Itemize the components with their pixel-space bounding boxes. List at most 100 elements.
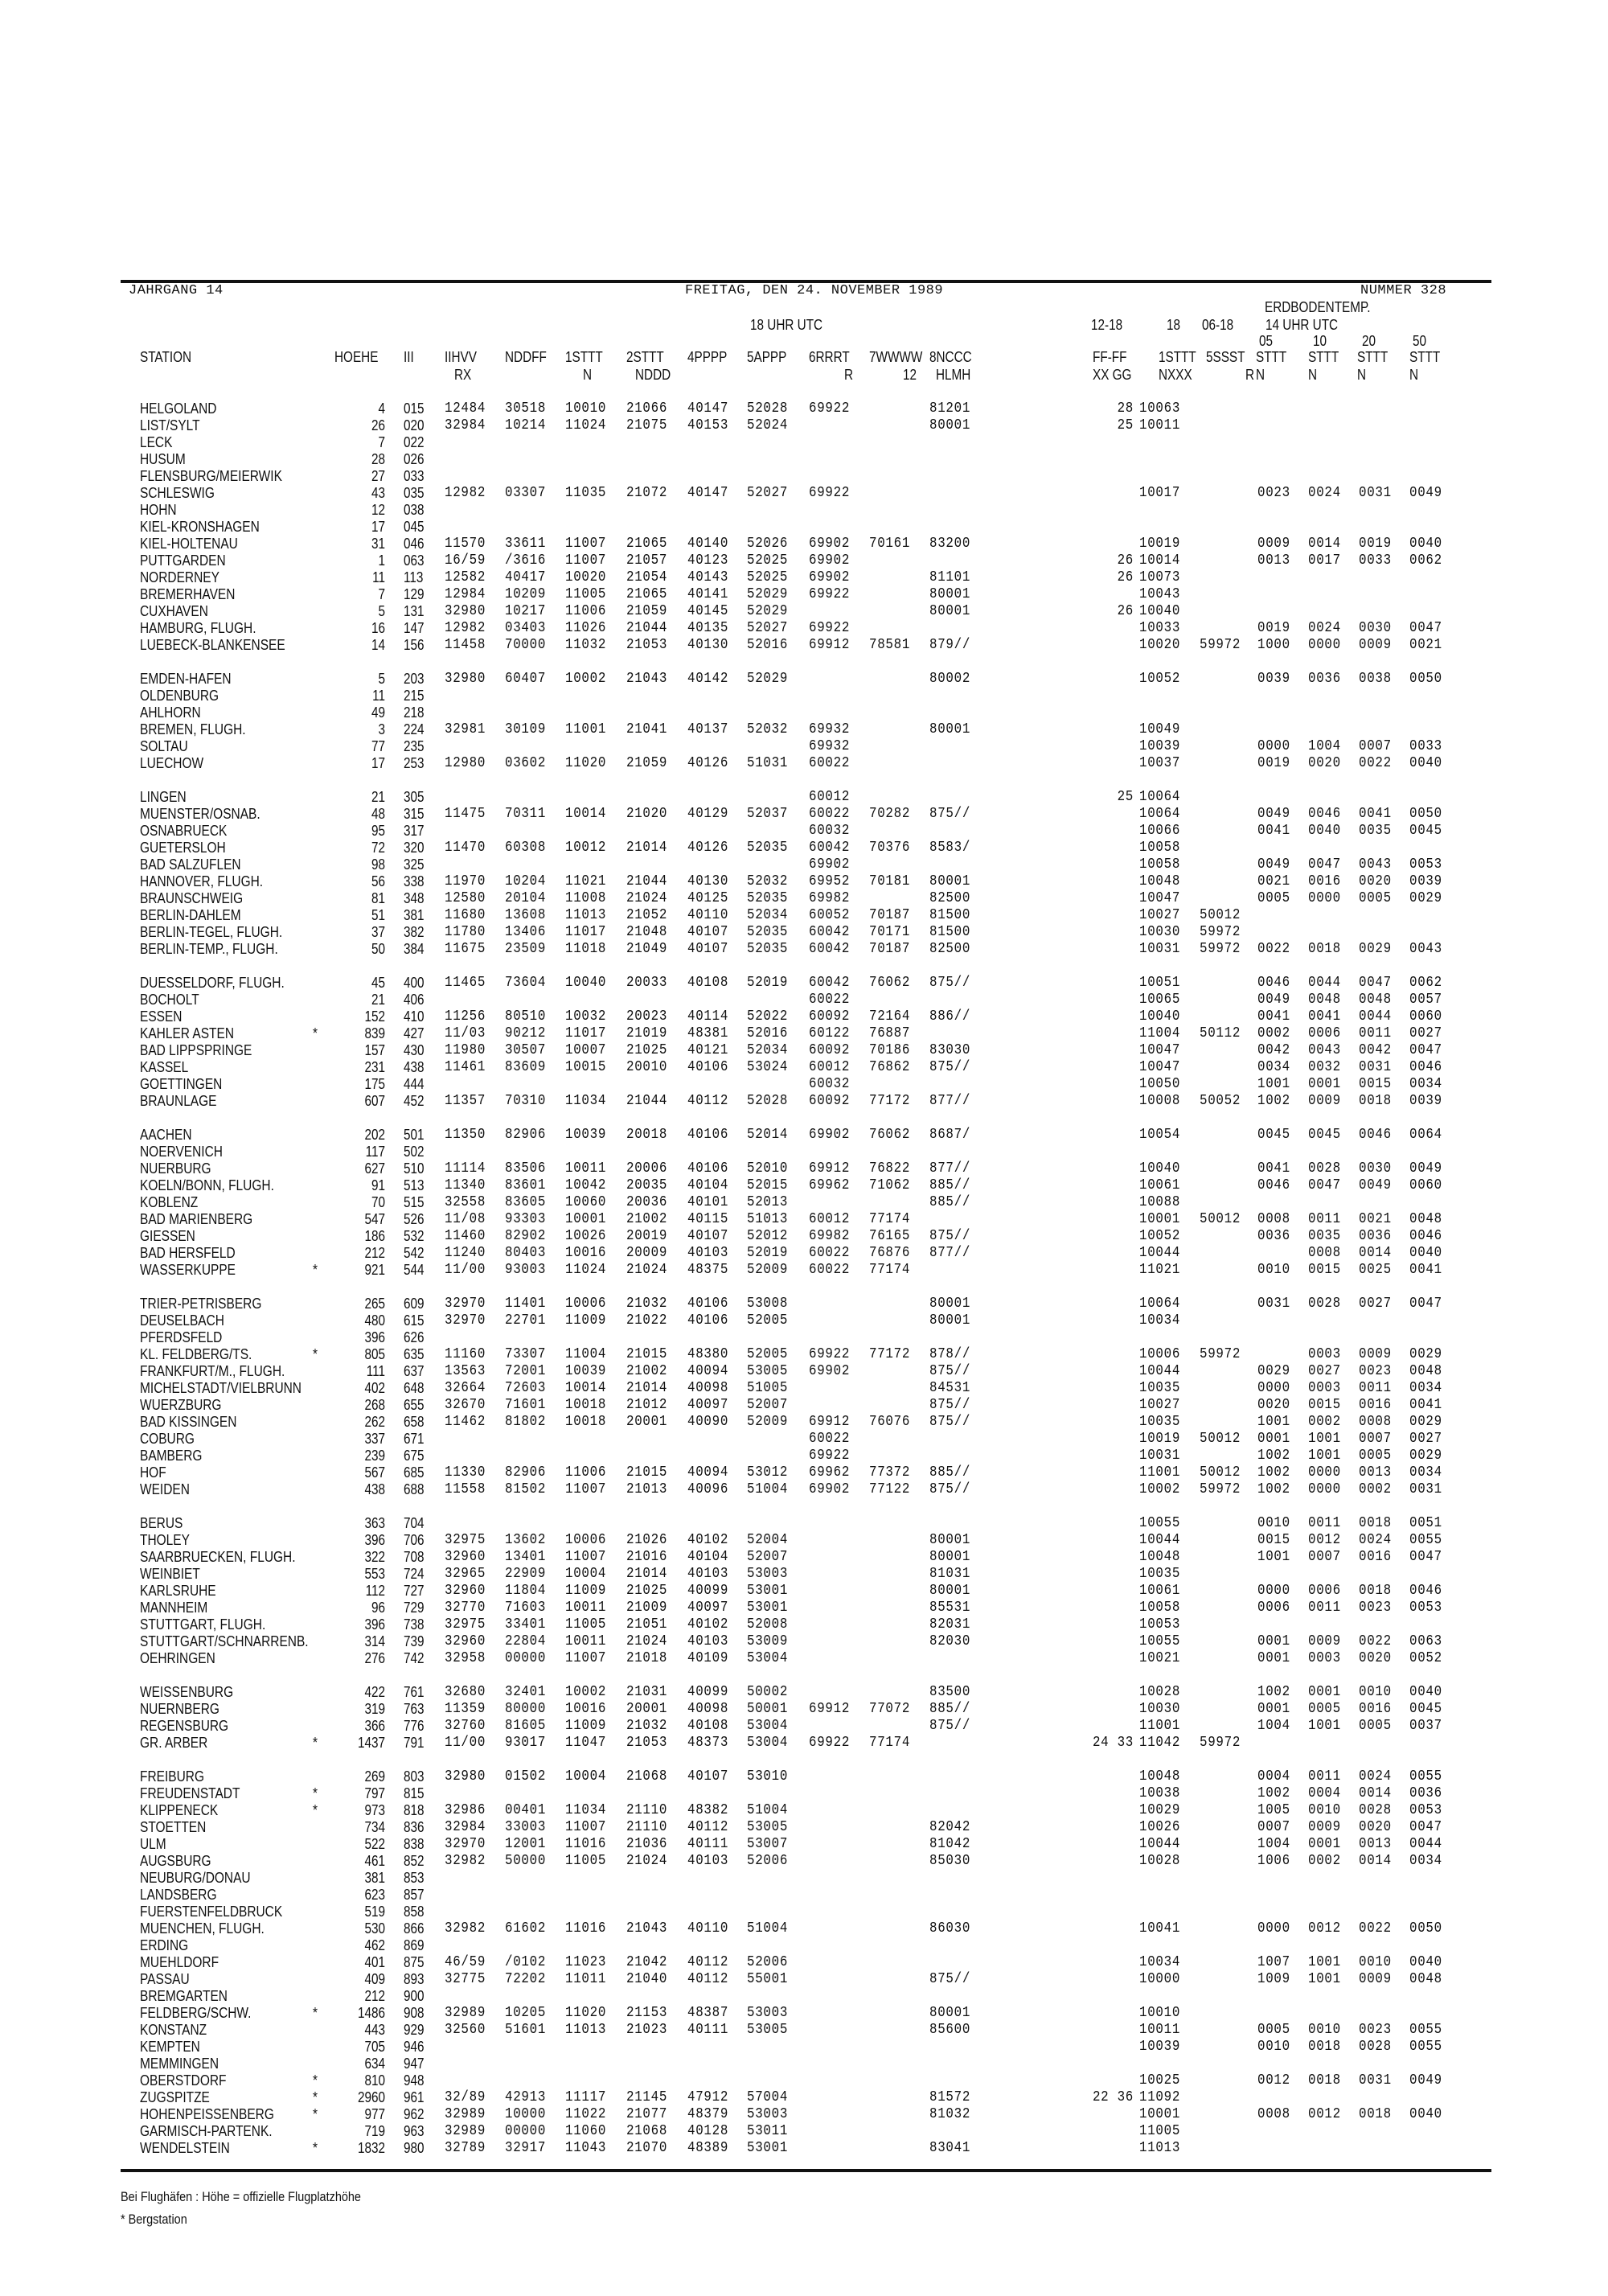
soil-temperature: 0034: [1409, 1853, 1442, 1869]
synop-group: 21019: [626, 1025, 668, 1041]
synop-group: 80001: [929, 1532, 971, 1548]
synop-group: 21053: [626, 1735, 668, 1751]
station-index: 648: [404, 1380, 425, 1396]
max-wind-gust: [1083, 637, 1134, 654]
station-height: 21: [371, 992, 385, 1008]
max-wind-gust: [1083, 536, 1134, 552]
synop-group: 21059: [626, 755, 668, 771]
column-header: NDDFF: [505, 349, 547, 365]
synop-group: 11570: [445, 536, 486, 552]
synop-group: 83041: [929, 2140, 971, 2156]
station-row: ESSEN 152 410 11256 80510 10032 20023 40114 5202…: [0, 1008, 1608, 1025]
synop-group: 32770: [445, 1600, 486, 1616]
synop-group: 11114: [445, 1160, 486, 1177]
station-height: 16: [371, 620, 385, 636]
mountain-station-marker: [313, 1650, 322, 1667]
synop-group: 12982: [445, 485, 486, 501]
soil-temperature: 0050: [1409, 671, 1442, 687]
synop-group: 76822: [869, 1160, 911, 1177]
synop-group: 21057: [626, 552, 668, 569]
station-row: KEMPTEN 705 946 10039 0010 0018 0028 0055: [0, 2039, 1608, 2056]
synop-group: 11007: [565, 1481, 607, 1497]
synop-group: 52027: [747, 485, 789, 501]
soil-temperature: 0028: [1308, 1160, 1341, 1177]
synop-group: 69922: [809, 1735, 851, 1751]
soil-temperature: 0020: [1359, 873, 1392, 889]
mountain-station-marker: [313, 2022, 322, 2039]
soil-temperature: 0012: [1257, 2072, 1290, 2089]
synop-group: 40106: [687, 1312, 729, 1329]
station-height: 634: [364, 2056, 385, 2072]
synop-group: 40126: [687, 755, 729, 771]
synop-group: 60308: [505, 840, 547, 856]
station-height: 402: [364, 1380, 385, 1396]
station-height: 231: [364, 1059, 385, 1075]
column-header-sub: N: [1409, 367, 1419, 383]
station-name: WEIDEN: [140, 1481, 190, 1497]
station-height: 921: [364, 1262, 385, 1278]
synop-group: 32989: [445, 2005, 486, 2021]
soil-temperature: 1007: [1257, 1954, 1290, 1970]
station-row: BAD HERSFELD 212 542 11240 80403 10016 20009 40…: [0, 1245, 1608, 1262]
max-wind-gust: [1083, 1937, 1134, 1954]
soil-temperature: 1002: [1257, 1785, 1290, 1801]
synop-group: 21014: [626, 840, 668, 856]
synop-group: 69902: [809, 569, 851, 585]
synop-group: 13602: [505, 1532, 547, 1548]
temp-18: 10048: [1139, 1768, 1181, 1785]
synop-group: 52037: [747, 806, 789, 822]
soil-temperature: 0045: [1257, 1127, 1290, 1143]
temp-18: 10031: [1139, 1448, 1181, 1464]
station-row: NUERNBERG 319 763 11359 80000 10016 20001 40098…: [0, 1701, 1608, 1718]
soil-temperature: 0018: [1359, 1093, 1392, 1109]
synop-group: 11558: [445, 1481, 486, 1497]
synop-group: 32989: [445, 2106, 486, 2122]
synop-group: 80001: [929, 1312, 971, 1329]
station-height: 480: [364, 1312, 385, 1329]
station-height: 239: [364, 1448, 385, 1464]
synop-group: 40094: [687, 1464, 729, 1481]
synop-group: 40111: [687, 2022, 729, 2038]
station-name: HAMBURG, FLUGH.: [140, 620, 256, 636]
synop-group: 32982: [445, 1853, 486, 1869]
station-height: 461: [364, 1853, 385, 1869]
temp-18: 10001: [1139, 2106, 1181, 2122]
station-row: BAD KISSINGEN 262 658 11462 81802 10018 20001 4…: [0, 1414, 1608, 1431]
soil-temperature: 0024: [1308, 620, 1341, 636]
synop-group: 53010: [747, 1768, 789, 1785]
synop-group: 20023: [626, 1008, 668, 1025]
station-row: HOHENPEISSENBERG * 977 962 32989 10000 11022 21…: [0, 2106, 1608, 2123]
ground-temp-group: 50012: [1200, 1431, 1241, 1447]
synop-group: 40417: [505, 569, 547, 585]
synop-group: 21066: [626, 400, 668, 417]
mountain-station-marker: [313, 992, 322, 1008]
soil-temperature: 0042: [1359, 1042, 1392, 1058]
synop-group: 10010: [565, 400, 607, 417]
station-height: 366: [364, 1718, 385, 1734]
station-row: AHLHORN 49 218: [0, 704, 1608, 721]
station-height: 152: [364, 1008, 385, 1025]
soil-temperature: 0018: [1359, 1515, 1392, 1531]
soil-temperature: 0036: [1359, 1228, 1392, 1244]
mountain-station-marker: [313, 1414, 322, 1431]
synop-group: 20010: [626, 1059, 668, 1075]
synop-group: 52019: [747, 975, 789, 991]
synop-group: 40107: [687, 941, 729, 957]
station-height: 212: [364, 1245, 385, 1261]
synop-group: 70311: [505, 806, 547, 822]
soil-temperature: 0019: [1257, 755, 1290, 771]
synop-group: 20019: [626, 1228, 668, 1244]
station-height: 719: [364, 2123, 385, 2139]
synop-group: 40130: [687, 637, 729, 653]
mountain-station-marker: [313, 975, 322, 992]
temp-18: 10066: [1139, 823, 1181, 839]
station-name: PUTTGARDEN: [140, 552, 226, 569]
synop-group: 32680: [445, 1684, 486, 1700]
soil-temperature: 0041: [1257, 1160, 1290, 1177]
max-wind-gust: [1083, 1650, 1134, 1667]
mountain-station-marker: [313, 738, 322, 755]
soil-temperature: 0039: [1257, 671, 1290, 687]
soil-temperature: 0030: [1359, 620, 1392, 636]
temp-18: 10050: [1139, 1076, 1181, 1092]
temp-18: 10000: [1139, 1971, 1181, 1987]
